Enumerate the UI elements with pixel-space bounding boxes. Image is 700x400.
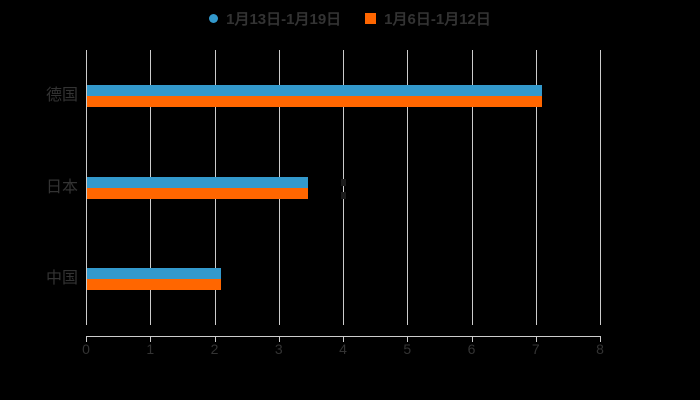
legend-item-week2[interactable]: 1月13日-1月19日 bbox=[209, 8, 341, 29]
x-tick-label: 2 bbox=[210, 341, 219, 357]
gridline bbox=[86, 50, 87, 325]
gridline bbox=[407, 50, 409, 325]
legend-marker-square-icon bbox=[365, 12, 377, 24]
category-label-1: 日本 bbox=[45, 178, 78, 196]
bar-series1-cat0[interactable] bbox=[87, 95, 543, 107]
x-axis-tick bbox=[278, 336, 280, 342]
gridline bbox=[471, 50, 473, 325]
x-axis-tick bbox=[214, 336, 216, 342]
legend: 1月13日-1月19日 1月6日-1月12日 bbox=[0, 8, 700, 28]
artifact-mark-0 bbox=[341, 178, 346, 186]
bar-series0-cat2[interactable] bbox=[87, 268, 221, 280]
legend-item-week1[interactable]: 1月6日-1月12日 bbox=[365, 8, 491, 29]
x-tick-label: 7 bbox=[531, 341, 540, 357]
x-tick-label: 8 bbox=[596, 341, 604, 357]
x-tick-label: 4 bbox=[339, 341, 347, 357]
x-tick-label: 0 bbox=[82, 341, 90, 357]
x-tick-label: 3 bbox=[274, 341, 283, 357]
x-tick-label: 1 bbox=[146, 341, 155, 357]
x-axis-tick bbox=[407, 336, 409, 342]
artifact-mark-1 bbox=[341, 192, 346, 199]
x-tick-label: 5 bbox=[403, 341, 412, 357]
legend-label-week1: 1月6日-1月12日 bbox=[384, 10, 491, 28]
legend-label-week2: 1月13日-1月19日 bbox=[226, 10, 342, 28]
x-axis-tick bbox=[535, 336, 537, 342]
x-axis-tick bbox=[471, 336, 473, 342]
x-tick-label: 6 bbox=[467, 341, 476, 357]
category-label-0: 德国 bbox=[45, 86, 78, 104]
legend-marker-circle-icon bbox=[209, 13, 219, 23]
gridline bbox=[600, 50, 601, 325]
x-axis-tick bbox=[150, 336, 152, 342]
bar-series1-cat1[interactable] bbox=[87, 187, 308, 199]
x-axis-tick bbox=[600, 336, 601, 342]
x-axis-tick bbox=[86, 336, 87, 342]
gridline bbox=[535, 50, 537, 325]
x-axis-line bbox=[86, 336, 601, 337]
bar-series0-cat1[interactable] bbox=[87, 176, 308, 188]
gridline bbox=[343, 50, 344, 325]
bar-series1-cat2[interactable] bbox=[87, 279, 221, 291]
category-label-2: 中国 bbox=[45, 270, 78, 288]
bar-series0-cat0[interactable] bbox=[87, 84, 543, 96]
x-axis-tick bbox=[343, 336, 344, 342]
